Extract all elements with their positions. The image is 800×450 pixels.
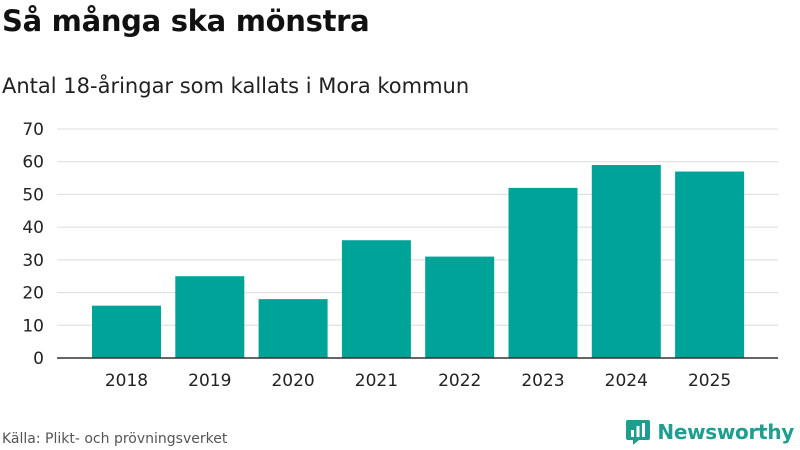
brand-name: Newsworthy xyxy=(657,420,794,444)
source-note: Källa: Plikt- och prövningsverket xyxy=(2,431,228,447)
gridlines xyxy=(57,128,778,326)
bars xyxy=(92,164,745,358)
bar-2018[interactable] xyxy=(92,305,161,358)
newsworthy-logo-icon xyxy=(626,420,651,445)
brand-logo[interactable]: Newsworthy xyxy=(625,418,794,446)
y-tick-label: 0 xyxy=(33,349,44,369)
bar-chart: 0 10 20 30 40 50 60 70 2018 2019 2020 2021 2022 2023… xyxy=(22,120,778,391)
x-tick-label: 2021 xyxy=(355,371,398,391)
chart-title: Så många ska mönstra xyxy=(2,4,370,38)
y-tick-label: 30 xyxy=(22,251,44,271)
x-tick-label: 2019 xyxy=(188,371,231,391)
bar-2024[interactable] xyxy=(591,164,661,358)
x-tick-label: 2022 xyxy=(438,371,481,391)
x-tick-label: 2024 xyxy=(605,371,648,391)
bar-2022[interactable] xyxy=(425,256,495,358)
y-tick-label: 60 xyxy=(22,153,44,173)
x-axis-ticks: 2018 2019 2020 2021 2022 2023 2024 2025 xyxy=(105,371,731,391)
y-axis-ticks: 0 10 20 30 40 50 60 70 xyxy=(22,120,44,369)
x-tick-label: 2025 xyxy=(688,371,731,391)
x-tick-label: 2023 xyxy=(521,371,564,391)
bar-2023[interactable] xyxy=(508,187,578,358)
y-tick-label: 10 xyxy=(22,316,44,336)
bar-2019[interactable] xyxy=(175,276,245,358)
bar-2020[interactable] xyxy=(258,299,328,358)
y-tick-label: 40 xyxy=(22,218,44,238)
y-tick-label: 50 xyxy=(22,185,44,205)
x-tick-label: 2020 xyxy=(271,371,314,391)
x-tick-label: 2018 xyxy=(105,371,148,391)
chart-subtitle: Antal 18-åringar som kallats i Mora komm… xyxy=(2,74,470,98)
bar-2021[interactable] xyxy=(341,240,411,358)
bar-2025[interactable] xyxy=(675,171,745,358)
y-tick-label: 70 xyxy=(22,120,44,140)
y-tick-label: 20 xyxy=(22,284,44,304)
